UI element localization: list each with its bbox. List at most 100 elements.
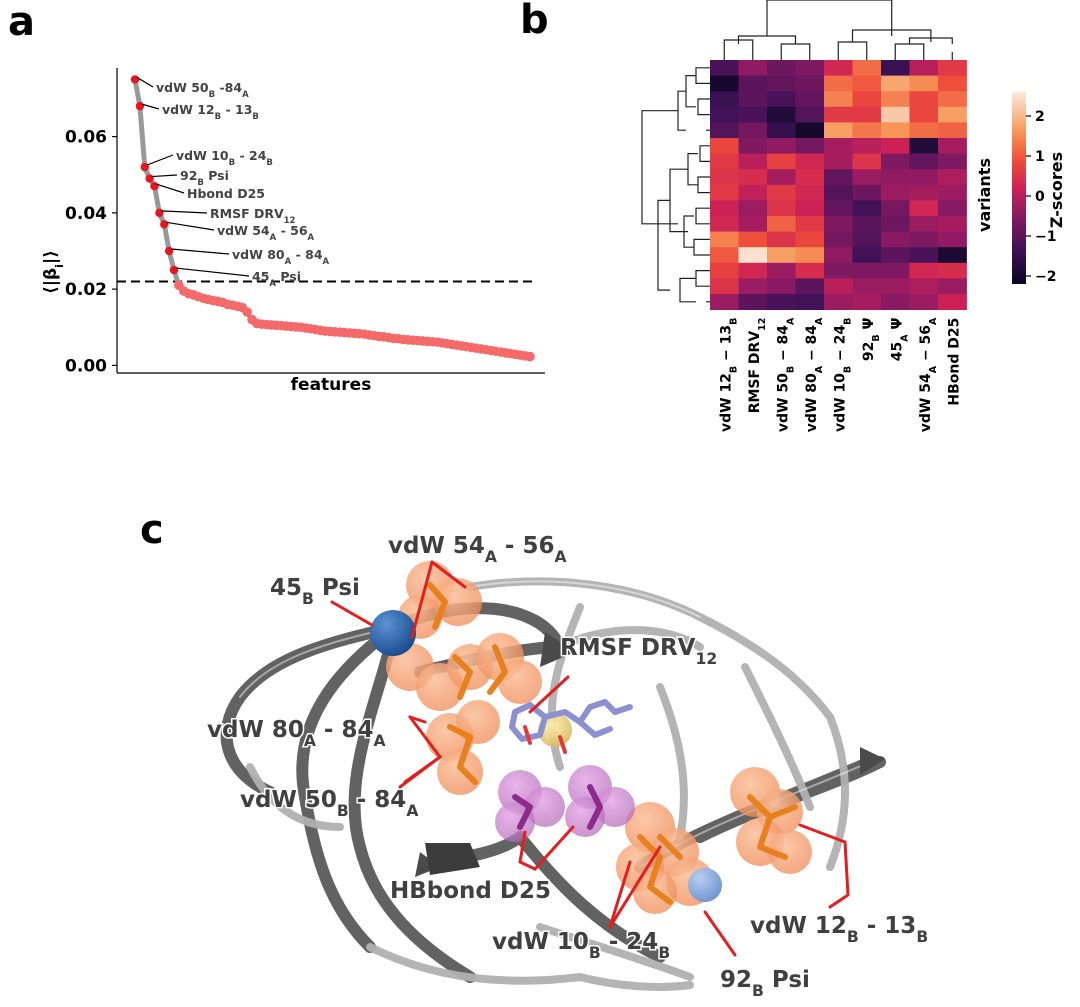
colorbar-tick-label: 2 bbox=[1035, 109, 1045, 125]
heatmap-cell bbox=[881, 106, 910, 123]
heatmap-cell bbox=[710, 184, 739, 201]
heatmap-cell bbox=[938, 184, 967, 201]
annotation-leader bbox=[151, 174, 178, 178]
panel-a-xlabel: features bbox=[291, 375, 372, 395]
annotation-leader bbox=[156, 183, 185, 194]
y-tick-label: 0.04 bbox=[65, 204, 107, 224]
annotation-leader bbox=[166, 221, 215, 231]
heatmap-cell bbox=[881, 231, 910, 248]
heatmap-cell bbox=[824, 184, 853, 201]
top-feature-point bbox=[145, 174, 154, 183]
y-tick-label: 0.00 bbox=[65, 356, 107, 376]
heatmap-cell bbox=[824, 122, 853, 139]
heatmap-cell bbox=[767, 169, 796, 186]
heatmap-cell bbox=[852, 294, 882, 310]
top-feature-point bbox=[160, 220, 169, 229]
heatmap-cell bbox=[767, 138, 796, 154]
heatmap-cell bbox=[852, 184, 882, 201]
heatmap-cell bbox=[881, 216, 910, 232]
heatmap-cell bbox=[852, 169, 882, 186]
heatmap-cell bbox=[795, 200, 825, 217]
heatmap-cell bbox=[738, 262, 768, 279]
heatmap-cell bbox=[710, 200, 739, 217]
heatmap-cell bbox=[852, 278, 882, 295]
heatmap-cell bbox=[710, 231, 739, 248]
heatmap-cell bbox=[795, 169, 825, 186]
feature-annotation: vdW 50B -84A bbox=[156, 80, 249, 100]
y-tick-label: 0.06 bbox=[65, 128, 107, 148]
heatmap-column-label: RMSF DRV12 bbox=[747, 318, 768, 414]
heatmap-cell bbox=[710, 91, 739, 108]
heatmap-cell bbox=[881, 91, 910, 108]
heatmap-cell bbox=[938, 91, 967, 108]
heatmap-cell bbox=[795, 184, 825, 201]
heatmap-cell bbox=[767, 106, 796, 123]
heatmap-cell bbox=[881, 122, 910, 139]
heatmap-cell bbox=[795, 75, 825, 92]
heatmap-cell bbox=[795, 91, 825, 108]
feature-annotation: vdW 10B - 24B bbox=[176, 148, 273, 168]
heatmap-cell bbox=[938, 153, 967, 170]
y-tick-label: 0.02 bbox=[65, 280, 107, 300]
heatmap-cell bbox=[824, 262, 853, 279]
heatmap-cell bbox=[881, 262, 910, 279]
heatmap-cell bbox=[738, 294, 768, 310]
heatmap-cell bbox=[795, 153, 825, 170]
heatmap-column-label: vdW 10B − 24B bbox=[832, 318, 853, 432]
column-dendrogram bbox=[723, 0, 953, 60]
heatmap-cell bbox=[738, 153, 768, 170]
heatmap-cell bbox=[909, 60, 939, 76]
heatmap-cell bbox=[738, 247, 768, 264]
heatmap-cell bbox=[795, 216, 825, 232]
heatmap-cell bbox=[824, 91, 853, 108]
ligand-drv bbox=[509, 699, 633, 754]
heatmap-cell bbox=[767, 216, 796, 232]
heatmap-cell bbox=[710, 262, 739, 279]
heatmap-cell bbox=[767, 278, 796, 295]
heatmap-cell bbox=[881, 153, 910, 170]
heatmap-cell bbox=[710, 216, 739, 232]
heatmap-cell bbox=[824, 169, 853, 186]
colorbar-tick-label: 1 bbox=[1035, 149, 1045, 165]
heatmap-cell bbox=[938, 75, 967, 92]
colorbar-label: Z-scores bbox=[1047, 152, 1066, 228]
heatmap-cell bbox=[738, 184, 768, 201]
heatmap-cell bbox=[824, 153, 853, 170]
structure-label: RMSF DRV12 bbox=[560, 635, 717, 668]
heatmap-cell bbox=[824, 75, 853, 92]
heatmap-cell bbox=[767, 247, 796, 264]
heatmap-cell bbox=[852, 262, 882, 279]
heatmap-column-label: 92B Ψ bbox=[861, 318, 882, 362]
heatmap-cell bbox=[824, 278, 853, 295]
heatmap-cell bbox=[852, 153, 882, 170]
heatmap-cell bbox=[938, 169, 967, 186]
heatmap-cell bbox=[852, 91, 882, 108]
heatmap-cell bbox=[881, 200, 910, 217]
heatmap-cell bbox=[938, 60, 967, 76]
heatmap-cell bbox=[909, 262, 939, 279]
heatmap-cell bbox=[909, 200, 939, 217]
feature-annotation: 92B Psi bbox=[180, 168, 229, 188]
heatmap-cell bbox=[881, 247, 910, 264]
feature-annotation: vdW 54A - 56A bbox=[217, 223, 315, 243]
heatmap-cell bbox=[795, 122, 825, 139]
heatmap-cell bbox=[938, 200, 967, 217]
heatmap-cell bbox=[824, 60, 853, 76]
heatmap-cell bbox=[767, 184, 796, 201]
heatmap-cell bbox=[909, 231, 939, 248]
heatmap-cell bbox=[852, 106, 882, 123]
heatmap-column-label: vdW 80A − 84A bbox=[804, 317, 825, 432]
heatmap-cell bbox=[795, 247, 825, 264]
heatmap-cell bbox=[881, 169, 910, 186]
heatmap-cell bbox=[852, 247, 882, 264]
top-feature-point bbox=[164, 246, 174, 256]
annotation-leader bbox=[171, 248, 230, 255]
heatmap-cell bbox=[852, 200, 882, 217]
heatmap-cell bbox=[738, 106, 768, 123]
top-feature-point bbox=[150, 181, 159, 191]
heatmap-cell bbox=[710, 169, 739, 186]
heatmap-cell bbox=[852, 216, 882, 232]
top-feature-point bbox=[169, 265, 179, 275]
heatmap-cell bbox=[909, 278, 939, 295]
